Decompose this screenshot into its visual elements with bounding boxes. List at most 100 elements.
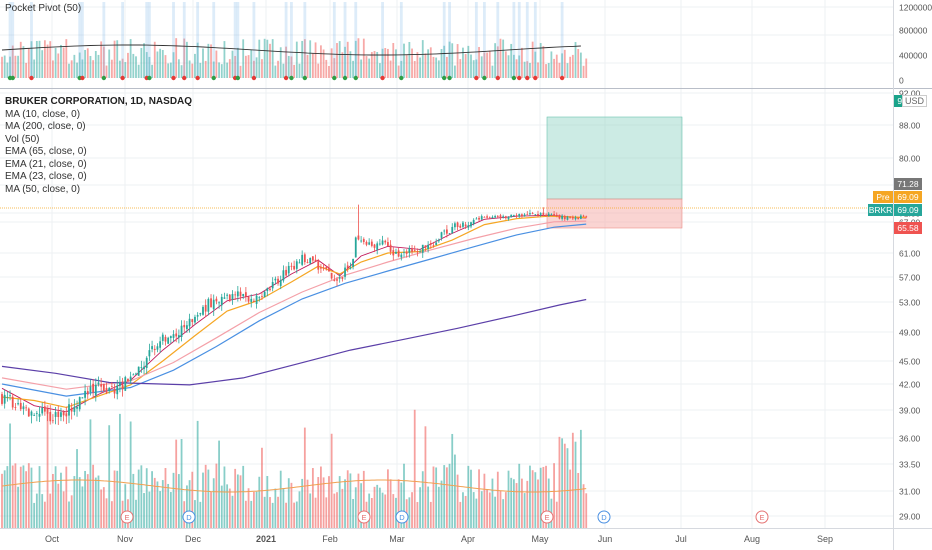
candle-body [266,288,269,292]
volume-bar [384,494,387,528]
indicator-ma-10[interactable]: MA (10, close, 0) [5,108,81,120]
pivot-volume-bar [194,53,196,78]
volume-bar [196,420,199,528]
candle-body [507,216,510,220]
candle-body [186,325,188,330]
volume-bar [220,485,223,528]
candle-body [547,213,550,217]
volume-bar [236,474,239,528]
volume-bar [78,477,81,528]
candle-body [360,240,363,242]
candle-body [293,265,296,270]
pivot-volume-bar [121,58,124,78]
candle-body [488,217,491,219]
pivot-highlight [442,2,446,78]
pivot-dot [517,75,522,81]
pivot-volume-bar [440,49,443,78]
candle-body [261,296,263,298]
candle-body [73,406,76,412]
candle-body [435,242,438,245]
candle-body [483,216,486,218]
event-marker-label: E [759,513,764,522]
pivot-volume-bar [239,65,242,78]
event-marker [395,510,409,524]
pivot-volume-bar [204,60,207,78]
volume-bar [215,463,218,528]
price-tick-label: 61.00 [899,249,921,259]
volume-bar [57,483,60,528]
volume-bar [271,502,274,528]
candle-body [14,407,17,408]
volume-bar [421,471,424,528]
pivot-volume-bar [27,48,30,78]
symbol-title[interactable]: BRUKER CORPORATION, 1D, NASDAQ [5,96,193,107]
volume-bar [274,488,277,528]
pivot-highlight [303,2,307,78]
pivot-dot [211,75,216,81]
candle-body [373,244,376,248]
pivot-dot [380,75,385,81]
volume-bar [429,501,432,528]
volume-bar [381,492,384,528]
volume-bar [526,480,529,528]
volume-bar [448,463,451,528]
pivot-volume-bar [424,53,427,78]
volume-bar [357,473,360,528]
volume-bar [25,471,28,528]
candle-body [110,386,113,388]
candle-body [86,391,89,395]
candle-body [132,374,135,376]
volume-bar [534,472,537,528]
pivot-volume-bar [105,65,108,78]
pivot-volume-bar [403,43,405,78]
pivot-volume-bar [553,58,555,78]
candle-body [242,293,245,297]
volume-bar [462,492,464,528]
volume-bar [27,463,30,528]
pocket-pivot-axis: 1200000 800000 400000 0 [899,3,932,86]
indicator-ema-23[interactable]: EMA (23, close, 0) [5,171,87,182]
pivot-volume-bar [558,62,561,78]
volume-bar [545,465,547,528]
price-tick-label: 57.00 [899,273,921,283]
volume-bar [89,419,92,528]
candle-body [320,267,322,269]
pivot-volume-bar [282,63,285,78]
candle-body [376,243,379,250]
volume-bar [555,501,558,528]
symbol-tag: BRKR [869,205,893,215]
candle-body [228,294,231,301]
candle-body [70,407,73,412]
event-marker [755,510,769,524]
pivot-volume-bar [271,39,274,78]
candle-body [553,214,555,216]
pivot-volume-bar [486,52,488,78]
volume-bar [261,447,263,528]
currency-label[interactable]: USD [902,95,928,107]
pivot-volume-bar [488,50,491,78]
volume-bar [186,485,188,528]
volume-bar [242,465,245,528]
candle-body [223,297,226,299]
candle-body [105,387,108,393]
volume-bar [194,500,196,528]
candle-body [38,413,41,417]
indicator-ema-65[interactable]: EMA (65, close, 0) [5,146,87,157]
volume-bar [424,426,427,528]
indicator-ma-50[interactable]: MA (50, close, 0) [5,183,81,195]
volume-bar [464,495,467,528]
pivot-volume-bar [577,49,580,78]
volume-bar [370,498,373,528]
candle-body [354,237,357,258]
volume-bar [167,483,170,528]
candle-body [180,325,183,337]
indicator-vol-50[interactable]: Vol (50) [5,133,40,145]
indicator-ema-21[interactable]: EMA (21, close, 0) [5,158,87,170]
candle-body [311,256,314,261]
candle-body [89,386,92,393]
pivot-highlight [145,2,149,78]
pivot-volume-bar [183,38,186,78]
indicator-ma-200[interactable]: MA (200, close, 0) [5,121,86,132]
pivot-volume-bar [140,48,143,78]
